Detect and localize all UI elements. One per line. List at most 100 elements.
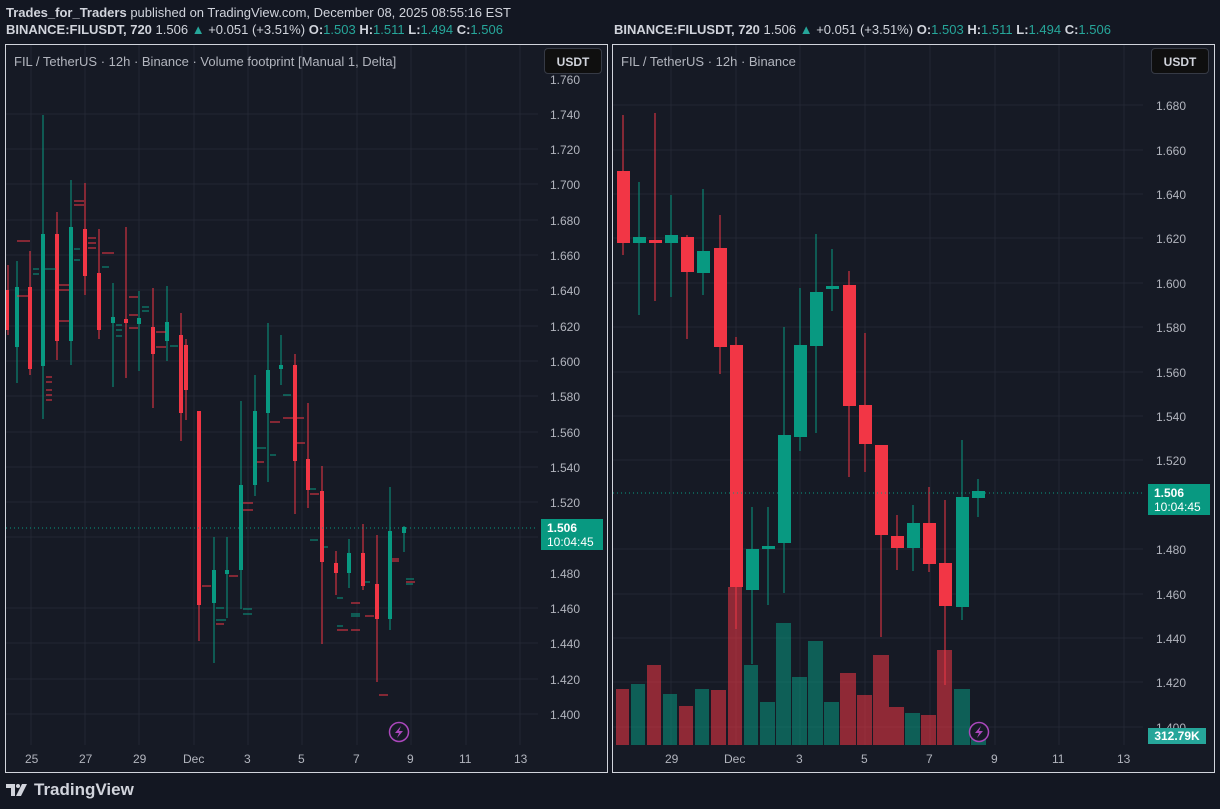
svg-text:1.700: 1.700: [550, 178, 580, 192]
svg-text:1.600: 1.600: [1156, 277, 1186, 291]
price-axis[interactable]: 1.760 1.740 1.720 1.700 1.680 1.660 1.640 1.620…: [550, 73, 580, 722]
open-label: O:: [916, 22, 932, 37]
lightning-icon[interactable]: [968, 721, 990, 743]
svg-text:1.740: 1.740: [550, 108, 580, 122]
price-change: +0.051 (+3.51%): [816, 22, 914, 37]
low-label: L:: [408, 22, 421, 37]
high-value: 1.511: [373, 22, 405, 37]
footprint-candles: [6, 115, 406, 682]
svg-text:1.480: 1.480: [1156, 543, 1186, 557]
candlestick-chart-panel[interactable]: 1.680 1.660 1.640 1.620 1.600 1.580 1.560 1.540…: [612, 44, 1215, 773]
last-price-value: 1.506: [1154, 486, 1185, 500]
publish-info: published on TradingView.com, December 0…: [130, 5, 511, 20]
footprint-chart-canvas[interactable]: 1.760 1.740 1.720 1.700 1.680 1.660 1.640 1.620…: [6, 45, 607, 772]
svg-text:1.600: 1.600: [550, 355, 580, 369]
bar-countdown: 10:04:45: [547, 535, 594, 549]
open-label: O:: [308, 22, 324, 37]
svg-text:1.640: 1.640: [1156, 188, 1186, 202]
chart-legend: FIL / TetherUS · 12h · Binance: [621, 54, 796, 69]
svg-text:Dec: Dec: [183, 752, 204, 766]
svg-text:29: 29: [665, 752, 679, 766]
up-arrow-icon: ▲: [191, 22, 205, 37]
price-change: +0.051 (+3.51%): [208, 22, 306, 37]
price-axis[interactable]: 1.680 1.660 1.640 1.620 1.600 1.580 1.560 1.540…: [1156, 99, 1186, 735]
lightning-icon[interactable]: [388, 721, 410, 743]
svg-text:1.540: 1.540: [1156, 410, 1186, 424]
publish-header: Trades_for_Traders published on TradingV…: [6, 5, 511, 20]
svg-text:1.760: 1.760: [550, 73, 580, 87]
last-price-badge: 1.506 10:04:45: [1148, 484, 1210, 515]
svg-text:27: 27: [79, 752, 93, 766]
time-axis[interactable]: 25 27 29 Dec 3 5 7 9 11 13: [25, 752, 528, 766]
svg-text:1.620: 1.620: [550, 320, 580, 334]
svg-text:1.680: 1.680: [1156, 99, 1186, 113]
high-label: H:: [967, 22, 982, 37]
svg-text:1.480: 1.480: [550, 567, 580, 581]
svg-text:1.660: 1.660: [1156, 144, 1186, 158]
svg-text:1.460: 1.460: [550, 602, 580, 616]
close-label: C:: [456, 22, 471, 37]
time-axis[interactable]: 29 Dec 3 5 7 9 11 13: [665, 752, 1131, 766]
svg-text:1.420: 1.420: [1156, 676, 1186, 690]
svg-text:1.440: 1.440: [1156, 632, 1186, 646]
svg-text:9: 9: [407, 752, 414, 766]
svg-text:1.520: 1.520: [1156, 454, 1186, 468]
close-label: C:: [1064, 22, 1079, 37]
svg-text:5: 5: [298, 752, 305, 766]
footprint-chart-panel[interactable]: 1.760 1.740 1.720 1.700 1.680 1.660 1.640 1.620…: [5, 44, 608, 773]
close-value: 1.506: [470, 22, 503, 37]
open-value: 1.503: [931, 22, 964, 37]
symbol-name: BINANCE:FILUSDT, 720: [6, 22, 152, 37]
footprint-delta-ticks: [17, 200, 415, 696]
tradingview-logo[interactable]: TradingView: [6, 780, 134, 800]
currency-unit-button[interactable]: USDT: [544, 48, 602, 74]
currency-unit-button[interactable]: USDT: [1151, 48, 1209, 74]
svg-text:9: 9: [991, 752, 998, 766]
last-price: 1.506: [155, 22, 189, 37]
svg-text:1.720: 1.720: [550, 143, 580, 157]
svg-text:7: 7: [353, 752, 360, 766]
low-value: 1.494: [420, 22, 454, 37]
svg-text:3: 3: [244, 752, 251, 766]
low-label: L:: [1016, 22, 1029, 37]
svg-text:1.560: 1.560: [550, 426, 580, 440]
svg-text:1.660: 1.660: [550, 249, 580, 263]
svg-text:11: 11: [459, 752, 472, 766]
last-price-badge: 1.506 10:04:45: [541, 519, 603, 550]
volume-bars: [616, 587, 986, 745]
svg-text:1.420: 1.420: [550, 673, 580, 687]
symbol-name: BINANCE:FILUSDT, 720: [614, 22, 760, 37]
last-price-value: 1.506: [547, 521, 578, 535]
open-value: 1.503: [323, 22, 356, 37]
svg-text:Dec: Dec: [724, 752, 745, 766]
bar-countdown: 10:04:45: [1154, 500, 1201, 514]
candlestick-chart-canvas[interactable]: 1.680 1.660 1.640 1.620 1.600 1.580 1.560 1.540…: [613, 45, 1214, 772]
svg-text:13: 13: [514, 752, 528, 766]
svg-text:1.540: 1.540: [550, 461, 580, 475]
svg-text:1.640: 1.640: [550, 284, 580, 298]
svg-text:1.460: 1.460: [1156, 588, 1186, 602]
svg-text:1.580: 1.580: [550, 390, 580, 404]
volume-badge: 312.79K: [1148, 728, 1206, 744]
svg-text:1.580: 1.580: [1156, 321, 1186, 335]
svg-text:1.680: 1.680: [550, 214, 580, 228]
last-price: 1.506: [763, 22, 797, 37]
svg-text:3: 3: [796, 752, 803, 766]
author-name[interactable]: Trades_for_Traders: [6, 5, 127, 20]
candles: [617, 113, 985, 685]
up-arrow-icon: ▲: [799, 22, 813, 37]
svg-text:1.440: 1.440: [550, 637, 580, 651]
svg-text:1.620: 1.620: [1156, 232, 1186, 246]
svg-text:7: 7: [926, 752, 933, 766]
grid: [613, 45, 1143, 745]
symbol-line-right: BINANCE:FILUSDT, 720 1.506 ▲ +0.051 (+3.…: [614, 22, 1111, 37]
tradingview-brand: TradingView: [34, 780, 134, 799]
symbol-line-left: BINANCE:FILUSDT, 720 1.506 ▲ +0.051 (+3.…: [6, 22, 503, 37]
high-label: H:: [359, 22, 374, 37]
grid: [6, 45, 538, 745]
high-value: 1.511: [981, 22, 1013, 37]
svg-text:5: 5: [861, 752, 868, 766]
svg-text:29: 29: [133, 752, 147, 766]
tradingview-logo-icon: [6, 784, 27, 796]
close-value: 1.506: [1078, 22, 1111, 37]
